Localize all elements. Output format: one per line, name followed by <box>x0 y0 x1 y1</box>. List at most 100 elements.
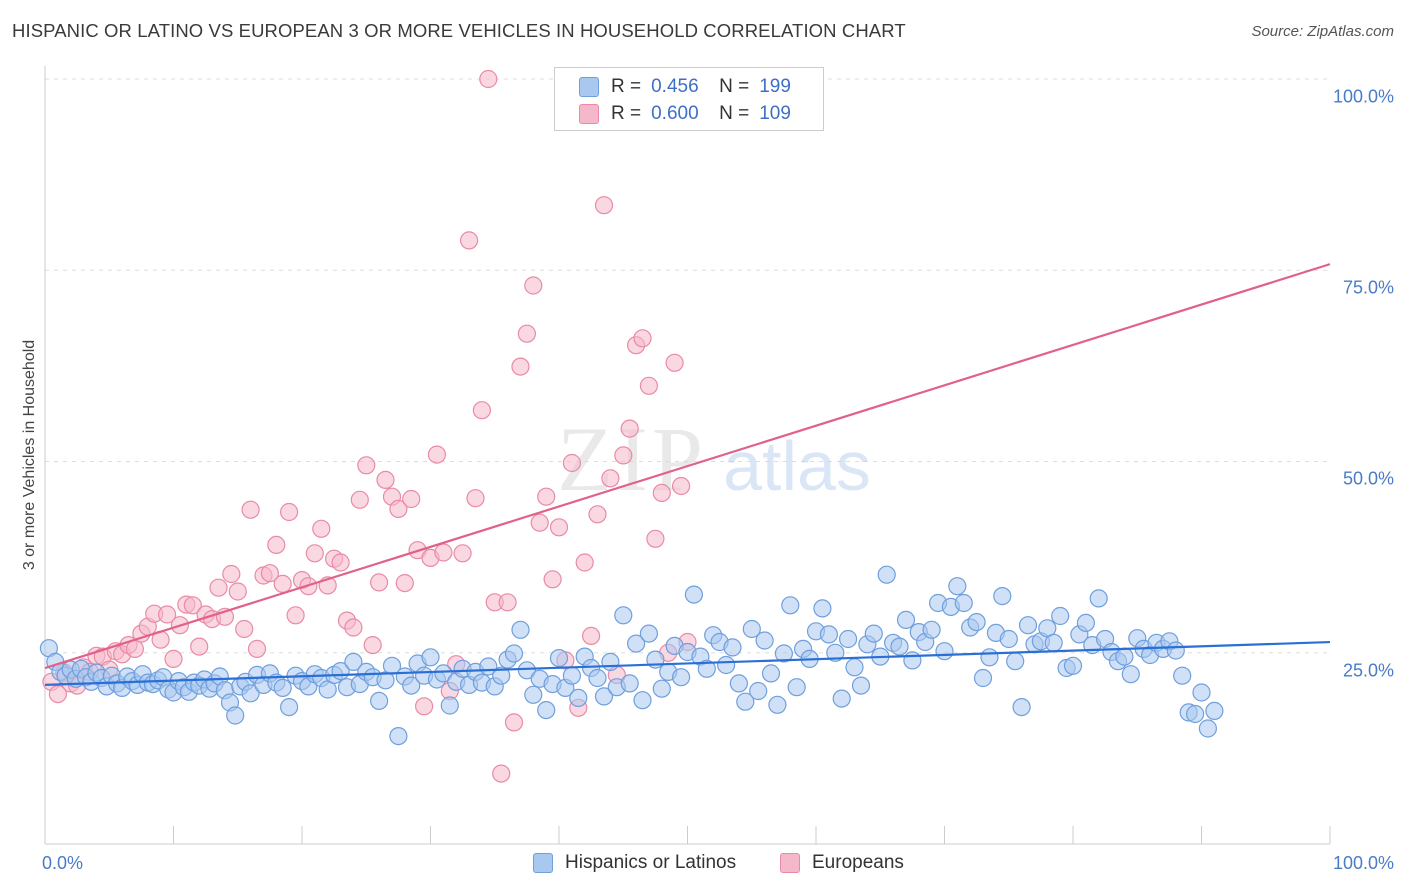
europeans-point <box>427 445 446 464</box>
n-label: N = <box>719 103 750 124</box>
hispanics-point <box>626 634 646 653</box>
hispanics-point <box>549 648 569 668</box>
hispanics-point <box>697 659 716 678</box>
europeans-point <box>158 605 177 624</box>
hispanics-point <box>588 668 607 688</box>
europeans-point <box>415 697 434 716</box>
y-tick-50: 50.0% <box>1342 468 1394 489</box>
hispanics-point <box>344 652 363 672</box>
hispanics-point <box>389 726 408 746</box>
europeans-point <box>273 574 292 594</box>
europeans-point <box>376 470 395 489</box>
hispanics-point <box>620 674 639 693</box>
europeans-point <box>504 713 524 732</box>
europeans-point <box>549 518 569 537</box>
europeans-point <box>164 649 183 669</box>
hispanics-point <box>273 678 292 698</box>
europeans-point <box>125 639 144 659</box>
hispanics-point <box>716 655 736 675</box>
gridlines <box>45 78 1330 654</box>
europeans-point <box>543 570 562 589</box>
hispanics-point <box>967 612 986 632</box>
europeans-point <box>235 619 254 639</box>
n-label: N = <box>719 76 750 97</box>
europeans-point <box>479 69 498 89</box>
europeans-point <box>517 324 537 343</box>
hispanics-point <box>594 687 614 706</box>
hispanics-point <box>402 676 421 695</box>
hispanics-point <box>845 658 864 677</box>
europeans-point <box>453 544 472 563</box>
hispanics-point <box>993 586 1012 606</box>
hispanics-point <box>935 642 954 661</box>
stats-legend: R = 0.456 N = 199 R = 0.600 N = 109 <box>554 67 824 131</box>
europeans-point <box>183 596 202 615</box>
hispanics-point <box>980 648 999 667</box>
europeans-point <box>511 357 530 376</box>
europeans-point <box>530 513 549 532</box>
hispanics-point <box>511 620 530 639</box>
hispanics-point <box>1018 616 1038 635</box>
europeans-point <box>350 490 369 509</box>
hispanics-point <box>755 631 774 650</box>
europeans-point <box>601 469 620 488</box>
hispanics-point <box>851 676 871 695</box>
europeans-point <box>434 543 453 562</box>
hispanics-point <box>1205 701 1224 721</box>
hispanics-point <box>370 691 389 711</box>
europeans-point <box>588 505 607 524</box>
europeans-point <box>402 489 421 509</box>
hispanics-point <box>813 599 832 618</box>
hispanics-point <box>280 697 299 717</box>
hispanics-point <box>832 689 851 708</box>
hispanics-point <box>492 666 511 685</box>
europeans-point <box>228 582 247 601</box>
x-tick-0: 0.0% <box>42 853 84 873</box>
hispanics-point <box>1044 633 1063 652</box>
hispanics-point <box>1121 665 1140 684</box>
hispanics-point <box>601 652 620 672</box>
hispanics-point <box>819 625 839 644</box>
hispanics-point <box>504 644 524 663</box>
europeans-point <box>671 476 691 496</box>
hispanics-point <box>999 629 1018 649</box>
hispanics-point <box>896 610 916 630</box>
legend-europeans: Europeans <box>780 852 904 874</box>
hispanics-point <box>729 674 749 693</box>
legend-hispanics-label: Hispanics or Latinos <box>565 852 737 873</box>
europeans-point <box>575 553 594 572</box>
europeans-point <box>209 578 228 597</box>
y-tick-25: 25.0% <box>1342 660 1394 681</box>
hispanics-point <box>1006 652 1025 671</box>
hispanics-point <box>864 624 883 643</box>
hispanics-point <box>922 620 941 639</box>
hispanics-point <box>787 678 806 697</box>
europeans-point <box>594 196 614 215</box>
pink-swatch <box>780 853 800 873</box>
y-tick-75: 75.0% <box>1342 277 1394 298</box>
x-tick-100: 100.0% <box>1332 853 1394 873</box>
hispanics-point <box>1115 647 1134 666</box>
europeans-point <box>395 573 414 593</box>
hispanics-points <box>39 565 1224 746</box>
legend-row-europeans: R = 0.600 N = 109 <box>579 102 791 126</box>
europeans-point <box>581 626 601 646</box>
europeans-point <box>639 376 659 395</box>
r-value: 0.600 <box>651 103 699 124</box>
europeans-point <box>190 637 209 656</box>
europeans-point <box>363 635 382 655</box>
hispanics-point <box>877 565 896 584</box>
hispanics-point <box>241 684 260 703</box>
blue-swatch <box>533 853 553 873</box>
hispanics-point <box>562 666 582 685</box>
europeans-point <box>389 499 408 518</box>
hispanics-point <box>1076 613 1096 633</box>
hispanics-point <box>1012 697 1031 717</box>
hispanics-point <box>954 593 973 613</box>
hispanics-point <box>440 696 459 715</box>
europeans-point <box>280 502 299 522</box>
europeans-point <box>460 231 479 250</box>
hispanics-point <box>537 700 556 720</box>
trend-lines <box>44 263 1331 686</box>
europeans-point <box>247 639 267 659</box>
